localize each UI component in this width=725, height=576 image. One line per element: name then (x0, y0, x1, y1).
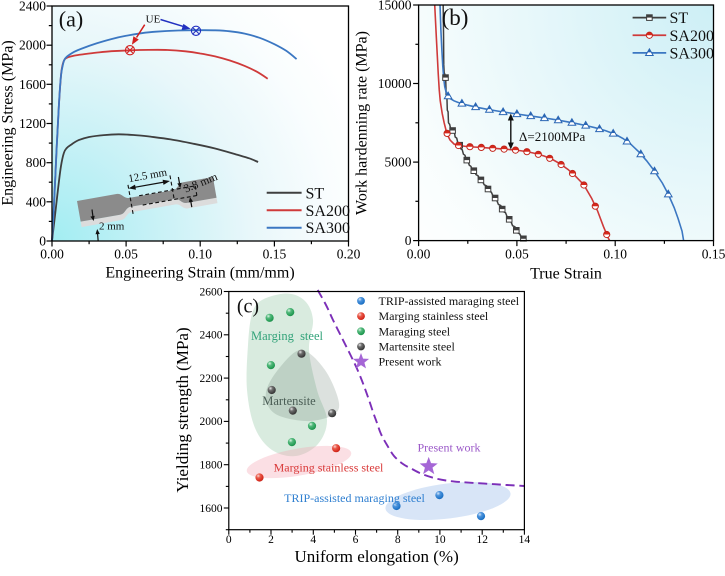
svg-text:Marging steel: Marging steel (251, 329, 324, 343)
svg-text:0: 0 (405, 233, 412, 248)
svg-text:1600: 1600 (19, 77, 46, 92)
svg-text:ST: ST (670, 10, 689, 27)
svg-text:Maraging steel: Maraging steel (379, 324, 451, 338)
svg-text:(b): (b) (442, 5, 469, 30)
svg-text:SA300: SA300 (306, 220, 350, 237)
svg-text:14: 14 (519, 534, 531, 546)
svg-text:10000: 10000 (378, 76, 412, 91)
svg-text:(a): (a) (59, 7, 83, 32)
svg-text:Martensite steel: Martensite steel (379, 340, 456, 354)
svg-text:TRIP-assisted maraging steel: TRIP-assisted maraging steel (379, 294, 520, 308)
svg-text:Δ=2100MPa: Δ=2100MPa (519, 129, 585, 144)
svg-text:1200: 1200 (19, 116, 46, 131)
svg-text:0.15: 0.15 (702, 246, 725, 261)
svg-text:Martensite: Martensite (262, 394, 316, 408)
svg-text:0.00: 0.00 (40, 246, 64, 261)
svg-text:1800: 1800 (200, 460, 223, 472)
svg-text:1600: 1600 (200, 503, 223, 515)
svg-text:6: 6 (353, 534, 359, 546)
svg-text:Marging stainless steel: Marging stainless steel (379, 309, 489, 323)
svg-text:0: 0 (226, 534, 232, 546)
svg-text:(c): (c) (237, 296, 259, 318)
svg-text:4: 4 (310, 534, 316, 546)
svg-text:Work hardenning rate (MPa): Work hardenning rate (MPa) (354, 31, 371, 215)
svg-text:Engineering Stress (MPa): Engineering Stress (MPa) (0, 40, 17, 205)
svg-text:2: 2 (268, 534, 274, 546)
svg-text:2200: 2200 (200, 373, 223, 385)
svg-text:2000: 2000 (19, 38, 46, 53)
svg-text:0.15: 0.15 (263, 246, 287, 261)
svg-text:SA300: SA300 (670, 45, 714, 62)
svg-text:8: 8 (395, 534, 401, 546)
svg-text:0.05: 0.05 (505, 246, 529, 261)
svg-text:5000: 5000 (385, 155, 412, 170)
svg-text:Present work: Present work (418, 441, 481, 455)
svg-text:400: 400 (26, 194, 47, 209)
svg-text:Marging stainless steel: Marging stainless steel (274, 461, 384, 475)
svg-text:2 mm: 2 mm (99, 221, 125, 233)
svg-text:2000: 2000 (200, 416, 223, 428)
svg-text:0.00: 0.00 (407, 246, 431, 261)
svg-text:2400: 2400 (200, 330, 223, 342)
svg-text:Engineering Strain (mm/mm): Engineering Strain (mm/mm) (105, 264, 294, 281)
svg-text:0.05: 0.05 (114, 246, 138, 261)
svg-text:0.10: 0.10 (603, 246, 627, 261)
svg-text:0.20: 0.20 (337, 246, 361, 261)
svg-text:2400: 2400 (19, 0, 46, 14)
svg-text:2600: 2600 (200, 286, 223, 298)
svg-text:800: 800 (26, 155, 47, 170)
svg-text:SA200: SA200 (670, 28, 714, 45)
svg-text:Yielding strength (MPa): Yielding strength (MPa) (173, 327, 192, 492)
svg-text:10: 10 (434, 534, 446, 546)
svg-text:0.10: 0.10 (188, 246, 212, 261)
svg-text:Uniform elongation (%): Uniform elongation (%) (294, 547, 458, 566)
svg-text:SA200: SA200 (306, 203, 350, 220)
svg-text:15000: 15000 (378, 0, 412, 13)
svg-text:UE: UE (146, 14, 161, 26)
svg-text:True Strain: True Strain (530, 266, 602, 283)
svg-text:TRIP-assisted maraging steel: TRIP-assisted maraging steel (284, 491, 425, 505)
svg-text:0: 0 (39, 234, 46, 249)
svg-text:12: 12 (476, 534, 488, 546)
svg-text:Present work: Present work (379, 355, 442, 369)
svg-text:ST: ST (306, 185, 325, 202)
